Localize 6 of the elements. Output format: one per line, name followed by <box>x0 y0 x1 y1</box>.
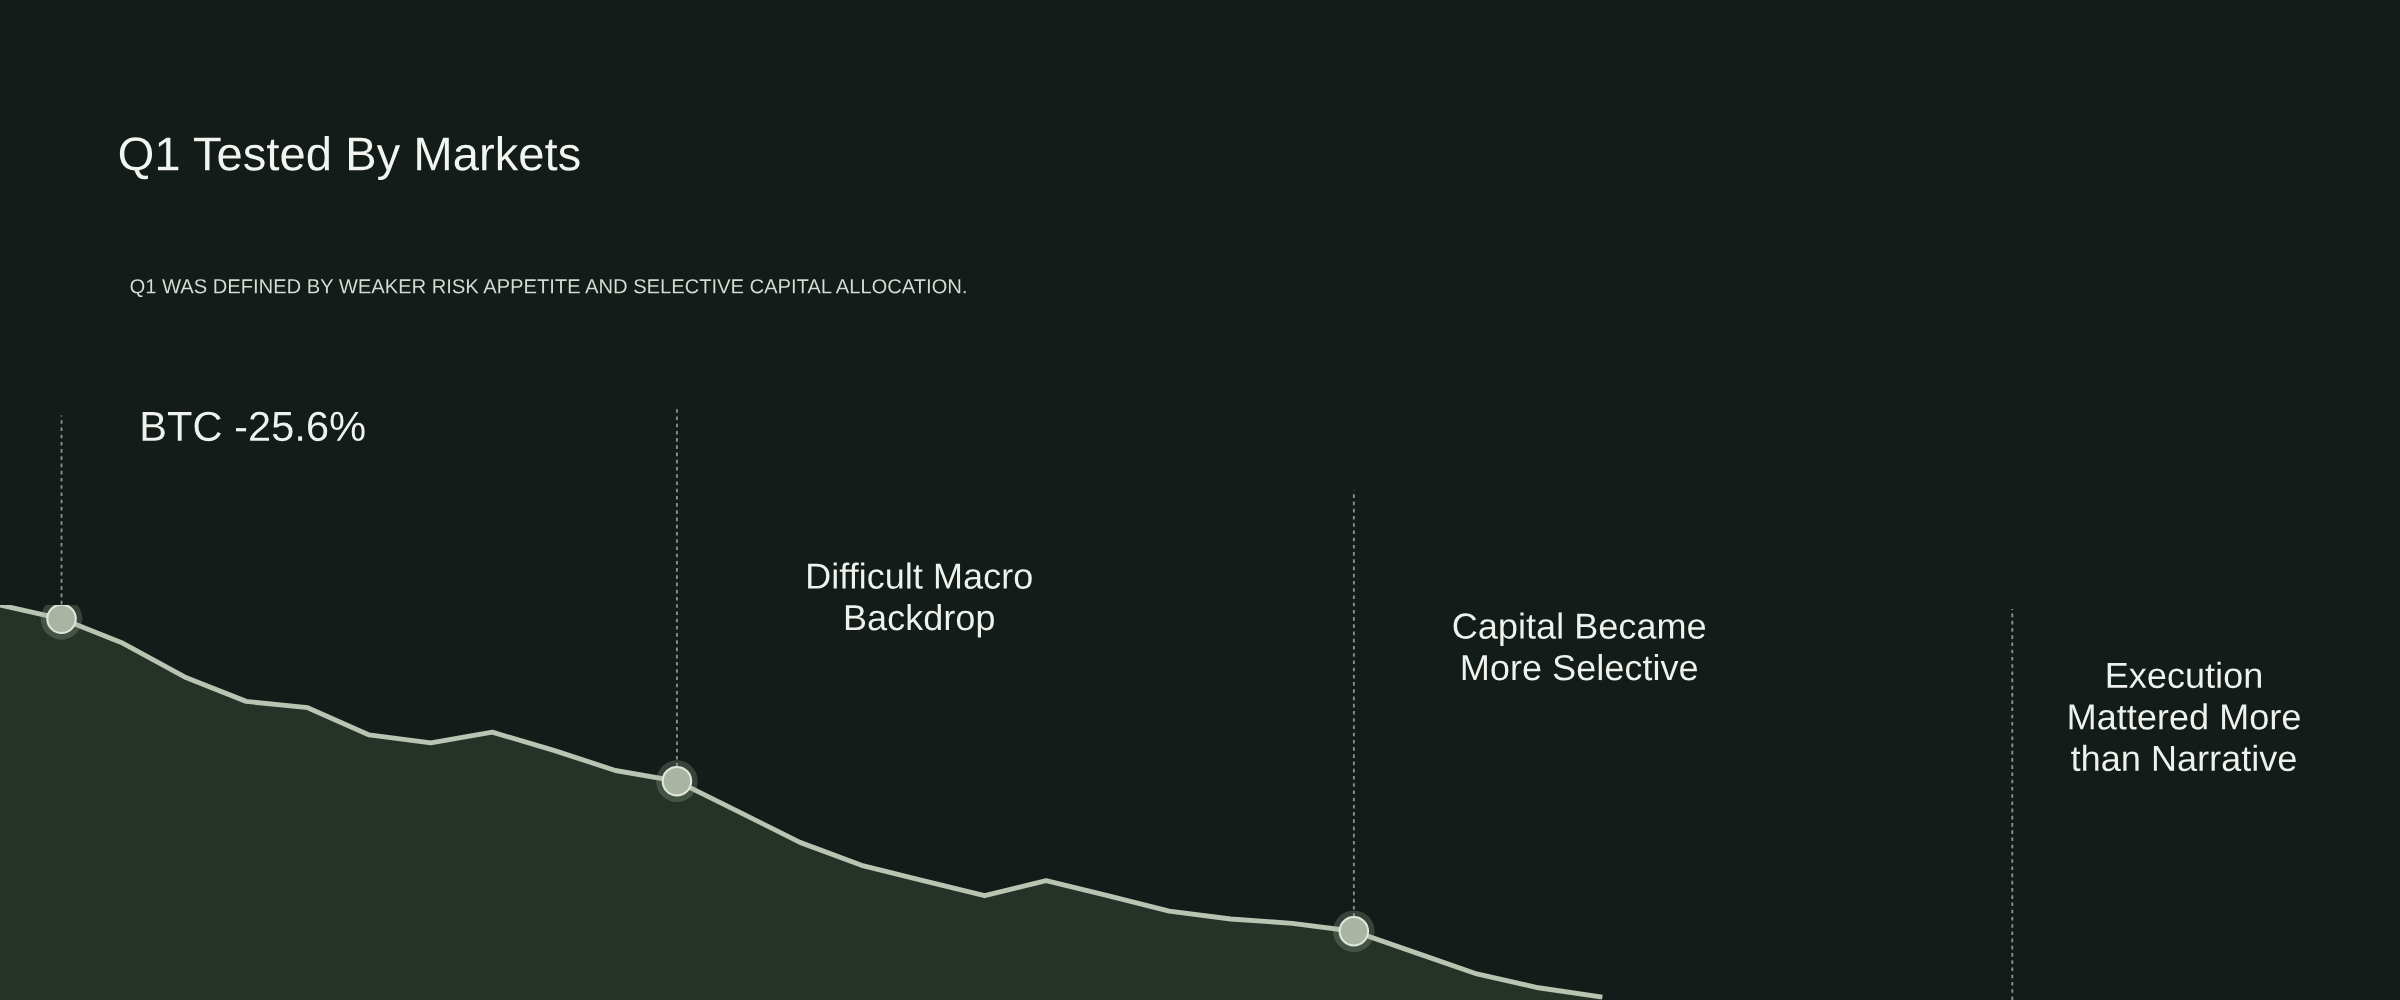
text: BTC -25.6% <box>142 411 365 442</box>
annotation: Difficult Macro Backdrop <box>808 562 1032 638</box>
chart-title: Q1 Tested By Markets <box>119 135 580 181</box>
annotation: Capital Became More Selective <box>1453 612 1706 681</box>
chart-subtitle: Q1 WAS DEFINED BY WEAKER RISK APPETITE AND SELECTIVE CAPITAL ALLOCATION. <box>130 279 966 298</box>
annotation: Execution Mattered More than Narrative <box>2069 661 2300 772</box>
